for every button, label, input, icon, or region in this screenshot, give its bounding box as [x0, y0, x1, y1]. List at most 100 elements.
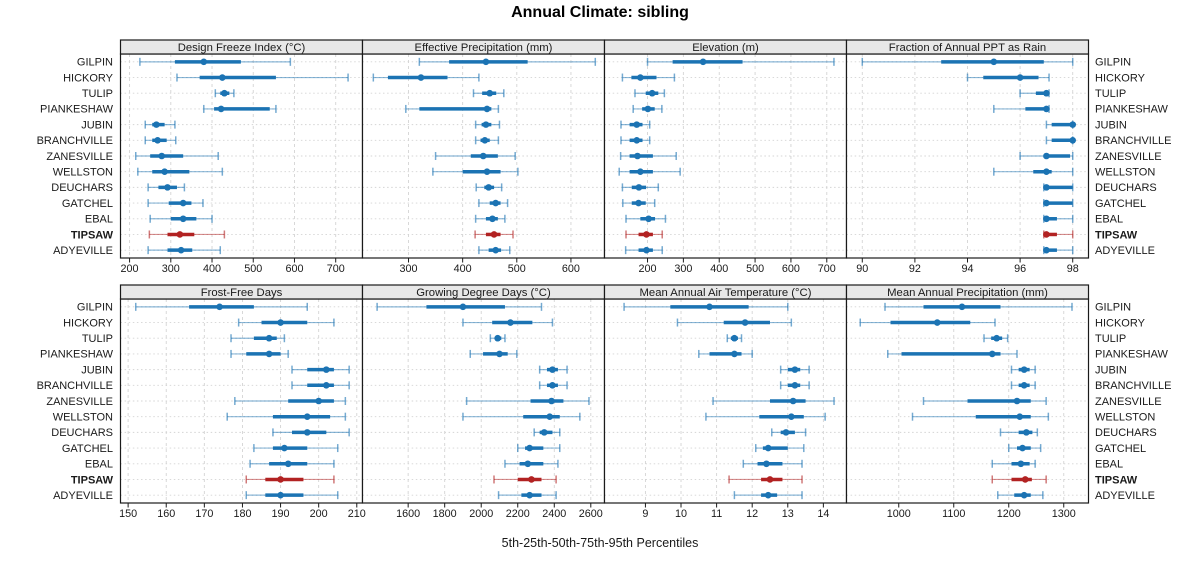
panel-mean-annual-air-temperature-c: Mean Annual Air Temperature (°C) 9 10 11 12 1…	[603, 284, 848, 520]
percentile-row-wellston	[618, 167, 681, 176]
percentile-row-deuchars	[533, 428, 561, 437]
median-dot	[706, 303, 713, 311]
percentile-row-gilpin	[376, 302, 543, 311]
percentile-row-ebal	[474, 214, 506, 223]
median-dot	[1069, 121, 1077, 128]
axis-tick-label: 1800	[433, 508, 457, 520]
percentile-row-tulip	[472, 89, 505, 98]
panel-x-axis: 300 400 500 600	[400, 258, 580, 275]
panel-title: Growing Degree Days (°C)	[416, 287, 551, 299]
panel-effective-precipitation-mm: Effective Precipitation (mm) 300 400 500 600	[361, 39, 606, 275]
median-dot	[633, 137, 641, 144]
panel-x-axis: 1000 1100 1200 1300	[887, 503, 1076, 520]
median-dot	[789, 397, 797, 405]
percentile-row-ebal	[991, 459, 1036, 468]
median-dot	[1043, 199, 1050, 207]
median-dot	[492, 199, 499, 207]
percentile-row-gilpin	[139, 57, 292, 66]
median-dot	[643, 231, 650, 238]
percentile-row-ebal	[149, 214, 213, 223]
site-label-left-deuchars: DEUCHARS	[51, 427, 113, 439]
axis-tick-label: 98	[1067, 263, 1079, 275]
percentile-row-gilpin	[623, 302, 789, 311]
median-dot	[179, 199, 187, 207]
site-label-right-gatchel: GATCHEL	[1095, 443, 1146, 455]
site-label-right-deuchars: DEUCHARS	[1095, 427, 1157, 439]
axis-tick-label: 600	[782, 263, 800, 275]
median-dot	[1016, 413, 1024, 420]
median-dot	[731, 350, 738, 358]
percentile-row-gatchel	[147, 199, 204, 208]
axis-tick-label: 300	[674, 263, 692, 275]
median-dot	[1043, 168, 1050, 175]
percentile-row-tulip	[230, 334, 286, 343]
percentile-row-zanesville	[619, 152, 677, 160]
site-label-right-wellston: WELLSTON	[1095, 411, 1155, 423]
median-dot	[1016, 74, 1024, 81]
axis-tick-label: 2600	[579, 508, 603, 520]
percentile-row-piankeshaw	[632, 104, 663, 113]
axis-tick-label: 500	[244, 263, 262, 275]
percentile-row-zanesville	[465, 397, 590, 405]
site-label-right-adyeville: ADYEVILLE	[1095, 245, 1155, 257]
axis-tick-label: 200	[310, 508, 328, 520]
percentile-row-branchville	[144, 136, 177, 145]
panel-title: Elevation (m)	[692, 42, 759, 54]
site-label-right-ebal: EBAL	[1095, 459, 1123, 471]
panel-growing-degree-days-c: Growing Degree Days (°C) 1600 1800 2000 2200…	[361, 284, 606, 520]
panel-fraction-of-annual-ppt-as-rain: Fraction of Annual PPT as Rain 90 92 94 96 98	[845, 39, 1090, 275]
median-dot	[990, 58, 998, 66]
percentile-row-jubin	[291, 365, 350, 374]
percentile-row-branchville	[620, 136, 651, 145]
median-dot	[1019, 444, 1026, 452]
median-dot	[492, 246, 499, 254]
median-dot	[303, 413, 311, 420]
median-dot	[479, 152, 487, 160]
median-dot	[546, 413, 554, 420]
median-dot	[485, 184, 492, 191]
median-dot	[1043, 215, 1050, 223]
percentile-row-gilpin	[418, 57, 597, 66]
median-dot	[764, 444, 772, 452]
percentile-row-tulip	[983, 334, 1009, 343]
percentile-row-ebal	[504, 459, 559, 468]
panel-frost-free-days: Frost-Free Days 150 160 170 180 190 200 210	[119, 284, 366, 520]
axis-tick-label: 96	[1014, 263, 1026, 275]
axis-tick-label: 300	[400, 263, 418, 275]
axis-tick-label: 2000	[469, 508, 493, 520]
median-dot	[1069, 137, 1077, 144]
percentile-row-wellston	[226, 412, 347, 421]
site-label-left-zanesville: ZANESVILLE	[46, 151, 113, 163]
axis-tick-label: 700	[818, 263, 836, 275]
median-dot	[277, 319, 284, 326]
percentile-row-adyeville	[1043, 246, 1074, 255]
percentile-row-tulip	[726, 334, 743, 343]
axis-tick-label: 180	[233, 508, 251, 520]
site-label-left-gilpin: GILPIN	[77, 57, 113, 69]
median-dot	[637, 74, 644, 81]
panel-title: Fraction of Annual PPT as Rain	[889, 42, 1046, 54]
median-dot	[481, 137, 489, 144]
percentile-row-branchville	[291, 381, 350, 390]
axis-tick-label: 200	[639, 263, 657, 275]
median-dot	[217, 105, 225, 113]
percentile-row-zanesville	[135, 152, 219, 160]
percentile-row-adyeville	[997, 491, 1044, 500]
median-dot	[791, 366, 799, 373]
site-label-left-adyeville: ADYEVILLE	[53, 245, 113, 257]
site-label-left-jubin: JUBIN	[81, 364, 113, 376]
site-label-left-jubin: JUBIN	[81, 119, 113, 131]
median-dot	[284, 460, 292, 468]
percentile-row-deuchars	[147, 183, 186, 192]
median-dot	[490, 231, 498, 238]
percentile-row-hickory	[462, 318, 554, 327]
median-dot	[216, 303, 223, 311]
median-dot	[1017, 460, 1025, 468]
percentile-row-hickory	[676, 318, 793, 327]
median-dot	[494, 334, 501, 342]
percentile-row-piankeshaw	[405, 104, 500, 113]
median-dot	[154, 137, 161, 144]
axis-tick-label: 92	[909, 263, 921, 275]
percentile-row-jubin	[779, 365, 810, 374]
